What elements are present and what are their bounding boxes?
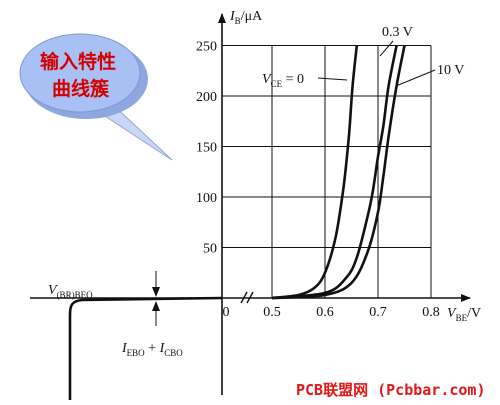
x-tick-label: 0.5 (263, 305, 281, 320)
callout-body (19, 33, 141, 113)
series-leader-0p3v (379, 40, 394, 57)
leakage-label: IEBO + ICBO (121, 341, 183, 358)
reverse-characteristic: V(BR)BEO IEBO + ICBO (48, 271, 223, 400)
curve-0p3v (271, 45, 398, 300)
series-leader-10v (395, 69, 436, 87)
y-tick-label: 100 (196, 191, 217, 206)
series-leader-vce0 (317, 77, 348, 81)
series-label-0p3v: 0.3 V (382, 25, 413, 40)
x-tick-label: 0 (223, 305, 230, 320)
axes (30, 13, 471, 395)
y-tick-label: 200 (196, 90, 217, 105)
curve-10v (271, 45, 406, 300)
curve-vce-0 (271, 45, 359, 300)
curves (271, 45, 406, 300)
x-tick-label: 0.6 (316, 305, 334, 320)
watermark: PCB联盟网 (Pcbbar.com) (296, 381, 486, 399)
grid (222, 45, 432, 298)
y-tick-labels: 50 100 150 200 250 (196, 40, 217, 257)
x-axis-label: VBE/V (447, 306, 481, 323)
y-tick-label: 150 (196, 141, 217, 156)
x-tick-labels: 0 0.5 0.6 0.7 0.8 (223, 305, 440, 320)
callout-line-1: 输入特性 (40, 50, 116, 73)
callout-line-2: 曲线簇 (52, 77, 110, 100)
axis-break-icon (240, 291, 254, 304)
y-axis-label: IB/μA (229, 9, 263, 26)
x-tick-label: 0.7 (369, 305, 387, 320)
breakdown-label: V(BR)BEO (48, 283, 93, 300)
reverse-curve (68, 296, 223, 400)
x-tick-label: 0.8 (422, 305, 440, 320)
callout-bubble: 输入特性 曲线簇 (19, 33, 173, 161)
series-label-vce0: VCE = 0 (262, 72, 304, 89)
series-label-10v: 10 V (437, 63, 464, 78)
y-tick-label: 250 (196, 40, 217, 55)
y-tick-label: 50 (203, 242, 217, 257)
